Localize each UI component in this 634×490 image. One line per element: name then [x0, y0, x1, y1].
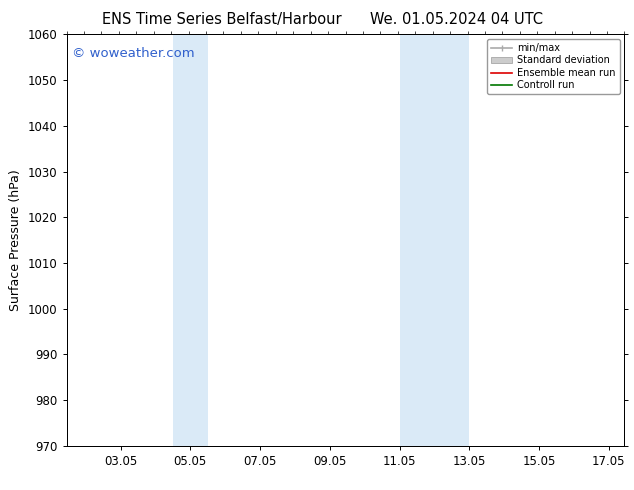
Text: © woweather.com: © woweather.com: [72, 47, 195, 60]
Bar: [173, 34, 208, 446]
Text: We. 01.05.2024 04 UTC: We. 01.05.2024 04 UTC: [370, 12, 543, 27]
Bar: [399, 34, 469, 446]
Legend: min/max, Standard deviation, Ensemble mean run, Controll run: min/max, Standard deviation, Ensemble me…: [487, 39, 619, 94]
Y-axis label: Surface Pressure (hPa): Surface Pressure (hPa): [10, 169, 22, 311]
Text: ENS Time Series Belfast/Harbour: ENS Time Series Belfast/Harbour: [102, 12, 342, 27]
